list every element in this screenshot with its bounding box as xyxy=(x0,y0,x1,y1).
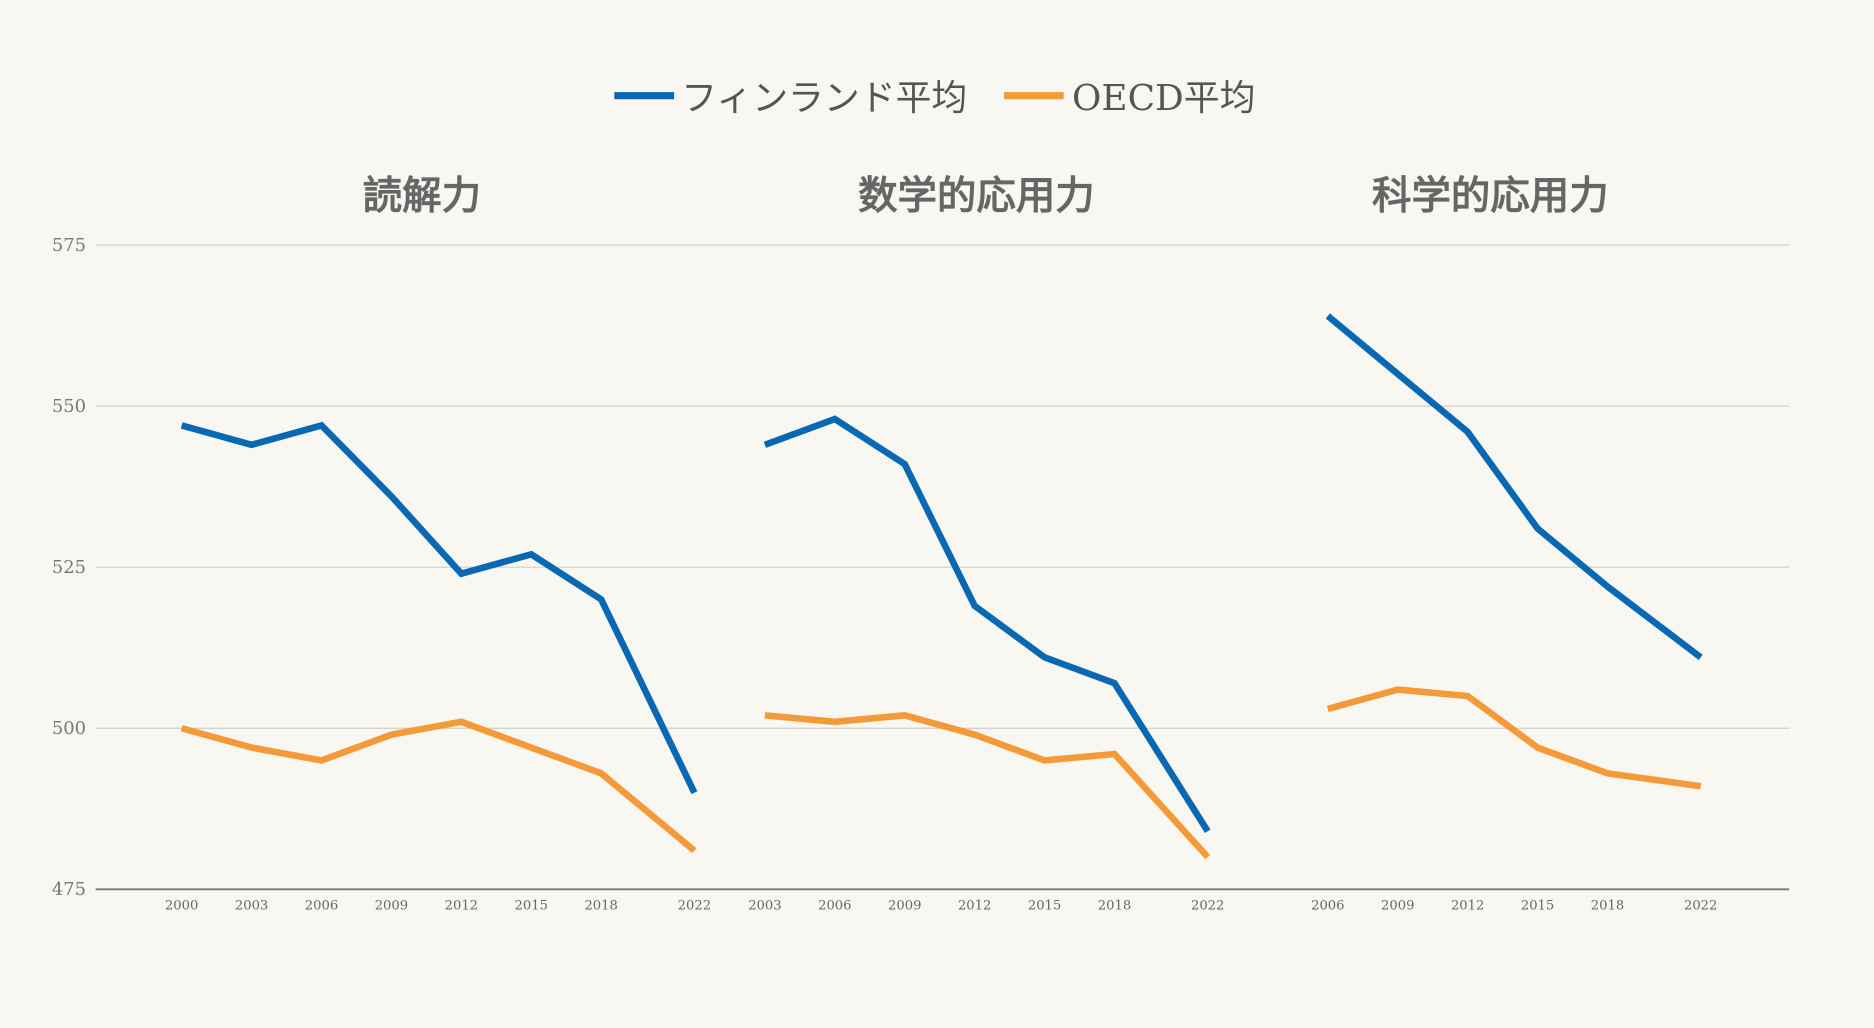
panel-0: 2000 2003 2006 2009 2012 2015 2018 2022 xyxy=(165,421,711,914)
x-tick-label: 2018 xyxy=(584,899,617,914)
panel-title-reading: 読解力 xyxy=(363,173,481,219)
x-tick-label: 2009 xyxy=(888,899,921,914)
x-tick-label: 2022 xyxy=(1684,899,1717,914)
x-tick-label: 2006 xyxy=(1311,899,1344,914)
x-tick-label: 2012 xyxy=(1451,899,1484,914)
finland-line xyxy=(1325,313,1703,660)
x-tick-label: 2015 xyxy=(1028,899,1061,914)
x-tick-label: 2009 xyxy=(1381,899,1414,914)
y-tick-label: 550 xyxy=(52,396,86,417)
legend: フィンランド平均 OECD平均 xyxy=(614,78,1255,119)
legend-label-oecd: OECD平均 xyxy=(1072,78,1255,119)
x-tick-label: 2006 xyxy=(305,899,338,914)
panel-title-math: 数学的応用力 xyxy=(858,173,1095,219)
y-tick-label: 525 xyxy=(52,557,86,578)
x-tick-label: 2009 xyxy=(375,899,408,914)
x-tick-label: 2018 xyxy=(1591,899,1624,914)
panel-1: 2003 2006 2009 2012 2015 2018 2022 xyxy=(748,415,1224,914)
y-tick-label: 500 xyxy=(52,718,86,739)
x-tick-label: 2000 xyxy=(165,899,198,914)
x-tick-label: 2022 xyxy=(678,899,711,914)
x-tick-label: 2015 xyxy=(515,899,548,914)
panel-title-science: 科学的応用力 xyxy=(1372,173,1609,219)
oecd-line xyxy=(1326,686,1702,790)
oecd-line xyxy=(180,718,697,854)
panel-2: 2006 2009 2012 2015 2018 2022 xyxy=(1311,313,1717,914)
x-tick-label: 2018 xyxy=(1098,899,1131,914)
x-tick-label: 2003 xyxy=(235,899,268,914)
x-tick-label: 2012 xyxy=(958,899,991,914)
x-tick-label: 2006 xyxy=(818,899,851,914)
oecd-line xyxy=(764,712,1211,860)
finland-line xyxy=(180,421,698,795)
x-tick-label: 2022 xyxy=(1191,899,1224,914)
finland-line xyxy=(763,415,1211,834)
legend-label-finland: フィンランド平均 xyxy=(681,78,967,119)
x-tick-label: 2015 xyxy=(1521,899,1554,914)
y-tick-label: 575 xyxy=(52,235,86,256)
x-tick-label: 2003 xyxy=(748,899,781,914)
y-tick-label: 475 xyxy=(52,879,86,900)
x-tick-label: 2012 xyxy=(445,899,478,914)
